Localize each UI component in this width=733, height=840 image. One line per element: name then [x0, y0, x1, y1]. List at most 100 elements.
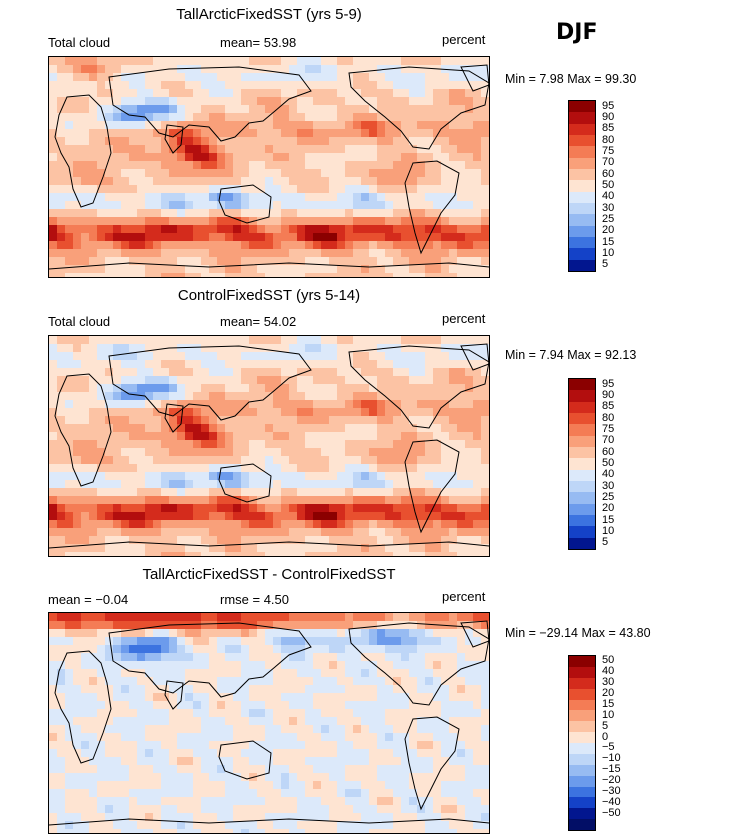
- map-cell: [361, 781, 370, 790]
- map-cell: [465, 81, 474, 90]
- map-cell: [361, 797, 370, 806]
- map-cell: [97, 677, 106, 686]
- colorbar-tick-label: 20: [602, 224, 615, 237]
- map-cell: [225, 249, 234, 258]
- map-cell: [289, 456, 298, 465]
- map-cell: [441, 368, 450, 377]
- map-cell: [353, 797, 362, 806]
- map-cell: [441, 496, 450, 505]
- map-cell: [321, 741, 330, 750]
- map-cell: [393, 488, 402, 497]
- map-cell: [273, 749, 282, 758]
- map-cell: [89, 701, 98, 710]
- map-cell: [313, 336, 322, 345]
- map-cell: [121, 97, 130, 106]
- map-cell: [425, 193, 434, 202]
- map-cell: [385, 376, 394, 385]
- map-cell: [233, 153, 242, 162]
- map-cell: [361, 805, 370, 814]
- map-cell: [49, 57, 58, 66]
- map-cell: [169, 629, 178, 638]
- map-cell: [217, 193, 226, 202]
- map-cell: [393, 504, 402, 513]
- map-cell: [449, 669, 458, 678]
- map-cell: [377, 637, 386, 646]
- map-cell: [57, 416, 66, 425]
- map-cell: [433, 408, 442, 417]
- map-cell: [313, 480, 322, 489]
- map-cell: [465, 408, 474, 417]
- colorbar-swatch: [569, 390, 595, 402]
- map-cell: [465, 653, 474, 662]
- map-cell: [177, 177, 186, 186]
- colorbar-tick-label: 80: [602, 133, 615, 146]
- map-cell: [73, 536, 82, 545]
- map-cell: [209, 528, 218, 537]
- map-cell: [457, 448, 466, 457]
- map-cell: [481, 440, 489, 449]
- map-cell: [449, 677, 458, 686]
- map-cell: [73, 741, 82, 750]
- map-cell: [329, 685, 338, 694]
- coastline-path: [108, 622, 312, 698]
- map-cell: [329, 121, 338, 130]
- map-cell: [361, 677, 370, 686]
- map-cell: [441, 424, 450, 433]
- map-cell: [145, 137, 154, 146]
- map-cell: [89, 81, 98, 90]
- map-cell: [465, 201, 474, 210]
- map-cell: [313, 81, 322, 90]
- map-cell: [185, 805, 194, 814]
- map-cell: [121, 496, 130, 505]
- map-cell: [409, 685, 418, 694]
- map-cell: [201, 65, 210, 74]
- map-cell: [377, 472, 386, 481]
- map-cell: [49, 97, 58, 106]
- map-cell: [257, 456, 266, 465]
- map-cell: [97, 552, 106, 556]
- map-cell: [481, 432, 489, 441]
- map-cell: [185, 464, 194, 473]
- map-cell: [345, 233, 354, 242]
- map-cell: [401, 225, 410, 234]
- map-cell: [121, 789, 130, 798]
- map-cell: [65, 717, 74, 726]
- map-cell: [457, 440, 466, 449]
- map-cell: [417, 153, 426, 162]
- map-cell: [97, 209, 106, 218]
- map-cell: [313, 821, 322, 830]
- map-cell: [81, 488, 90, 497]
- map-cell: [273, 225, 282, 234]
- map-cell: [257, 121, 266, 130]
- map-cell: [57, 57, 66, 66]
- map-cell: [257, 241, 266, 250]
- map-cell: [353, 661, 362, 670]
- map-cell: [369, 384, 378, 393]
- map-cell: [217, 89, 226, 98]
- map-cell: [161, 177, 170, 186]
- map-cell: [281, 821, 290, 830]
- map-cell: [273, 432, 282, 441]
- map-cell: [145, 201, 154, 210]
- map-cell: [169, 645, 178, 654]
- map-cell: [129, 709, 138, 718]
- map-cell: [361, 113, 370, 122]
- map-cell: [369, 629, 378, 638]
- map-cell: [121, 440, 130, 449]
- map-cell: [401, 129, 410, 138]
- map-cell: [289, 65, 298, 74]
- map-cell: [225, 241, 234, 250]
- map-cell: [401, 169, 410, 178]
- map-cell: [105, 456, 114, 465]
- map-cell: [249, 376, 258, 385]
- map-cell: [145, 241, 154, 250]
- map-cell: [377, 813, 386, 822]
- map-cell: [281, 336, 290, 345]
- map-cell: [89, 749, 98, 758]
- map-cell: [105, 424, 114, 433]
- map-cell: [49, 113, 58, 122]
- map-cell: [153, 97, 162, 106]
- map-cell: [81, 536, 90, 545]
- map-cell: [129, 829, 138, 833]
- map-cell: [177, 480, 186, 489]
